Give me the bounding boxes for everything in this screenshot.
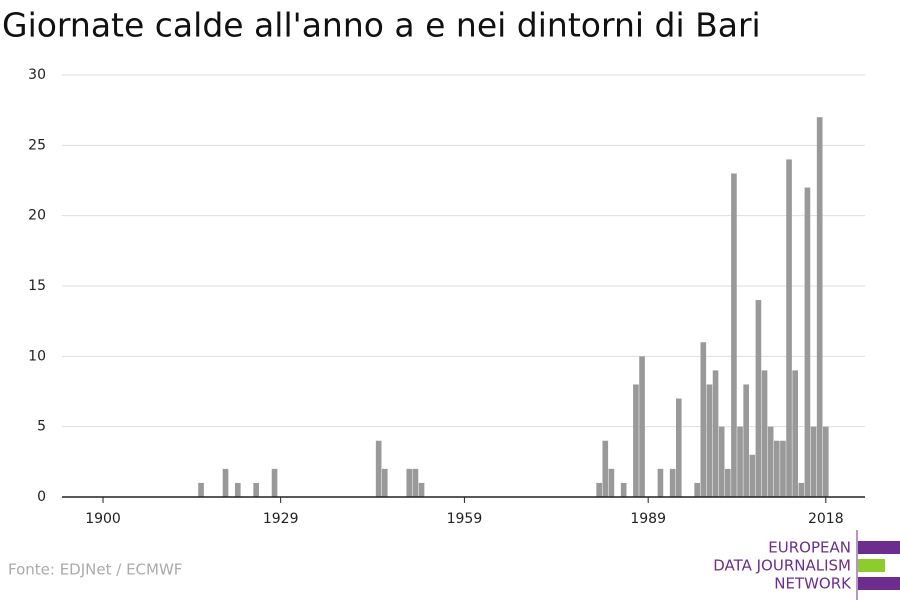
bar <box>700 342 707 497</box>
bar <box>596 482 602 497</box>
bar <box>412 468 419 497</box>
bar <box>773 440 780 497</box>
logo-text: NETWORK <box>774 575 852 593</box>
x-tick-label: 1929 <box>263 511 299 527</box>
logo-bar <box>858 559 885 572</box>
bar <box>198 482 204 497</box>
y-tick-label: 5 <box>37 419 46 435</box>
bar <box>608 468 615 497</box>
bar <box>602 440 609 497</box>
bar <box>792 370 798 497</box>
logo-bar <box>858 577 900 590</box>
y-tick-label: 10 <box>28 348 46 364</box>
y-tick-label: 0 <box>37 489 46 505</box>
bar <box>253 482 259 497</box>
bar <box>718 426 725 497</box>
bar <box>810 426 817 497</box>
bar <box>737 426 743 497</box>
bar <box>767 426 774 497</box>
bar <box>375 440 382 497</box>
x-tick-label: 1900 <box>85 511 121 527</box>
bar <box>675 398 682 497</box>
x-tick-label: 2018 <box>808 511 844 527</box>
bar <box>743 384 749 497</box>
bar <box>822 426 829 497</box>
bar <box>780 440 786 497</box>
bar <box>804 187 811 498</box>
bar <box>731 173 737 497</box>
bar <box>798 482 805 497</box>
x-tick-label: 1989 <box>630 511 666 527</box>
bar <box>755 300 762 497</box>
bar <box>786 159 792 497</box>
bar <box>418 482 425 497</box>
bar <box>749 454 756 497</box>
y-tick-label: 25 <box>28 137 46 153</box>
bar <box>712 370 719 497</box>
bar <box>381 468 388 497</box>
bar <box>657 468 664 497</box>
source: Fonte: EDJNet / ECMWF <box>8 561 182 579</box>
bar <box>694 482 700 497</box>
chart-title: Giornate calde all'anno a e nei dintorni… <box>2 6 761 45</box>
bar <box>234 482 241 497</box>
logo-bar <box>858 541 900 554</box>
y-tick-label: 30 <box>28 67 46 83</box>
bar <box>706 384 713 497</box>
bar <box>271 468 278 497</box>
x-tick-label: 1959 <box>447 511 483 527</box>
bar <box>633 384 639 497</box>
bar <box>620 482 627 497</box>
logo-text: EUROPEAN <box>768 539 851 557</box>
bar <box>816 117 823 497</box>
bar <box>639 356 645 497</box>
y-tick-label: 15 <box>28 278 46 294</box>
bar <box>724 468 731 497</box>
bar <box>669 468 676 497</box>
y-tick-label: 20 <box>28 208 46 224</box>
bar <box>222 468 229 497</box>
bar <box>406 468 413 497</box>
bar <box>761 370 768 497</box>
logo-text: DATA JOURNALISM <box>713 557 851 575</box>
logo: EUROPEAN DATA JOURNALISM NETWORK <box>713 530 900 600</box>
